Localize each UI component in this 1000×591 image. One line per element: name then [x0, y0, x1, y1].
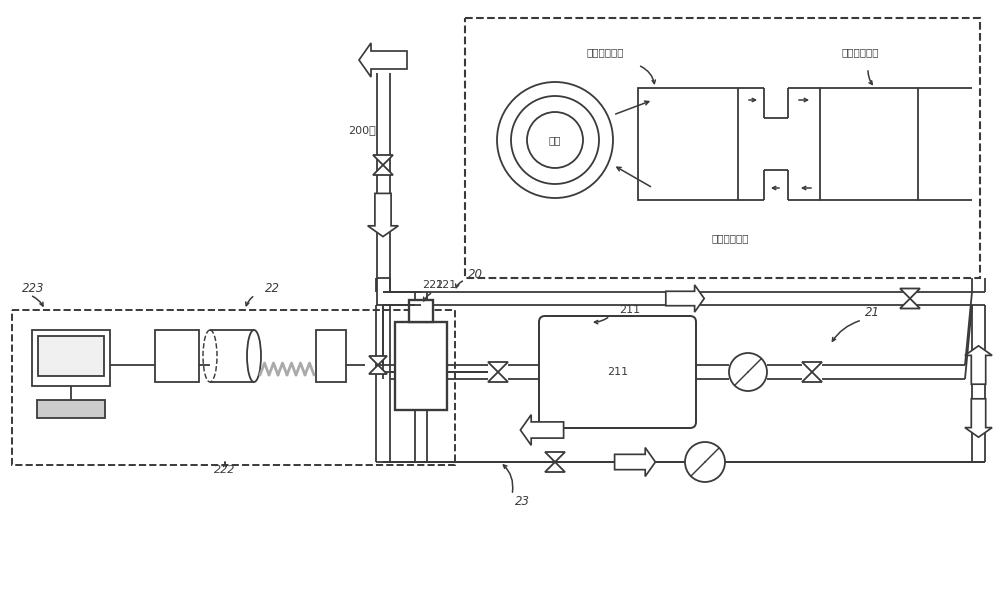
- Circle shape: [685, 442, 725, 482]
- Polygon shape: [368, 193, 398, 236]
- Bar: [155, 330, 199, 382]
- Text: 23: 23: [515, 495, 530, 508]
- Circle shape: [527, 112, 583, 168]
- Bar: [409, 300, 433, 322]
- Polygon shape: [359, 43, 407, 77]
- Polygon shape: [802, 362, 822, 372]
- Circle shape: [497, 82, 613, 198]
- Polygon shape: [369, 365, 387, 374]
- Text: 堆芯: 堆芯: [549, 135, 561, 145]
- Text: 200：: 200：: [348, 125, 376, 135]
- Polygon shape: [545, 462, 565, 472]
- Text: 二回路冷却剂: 二回路冷却剂: [711, 233, 749, 243]
- Text: 223: 223: [22, 281, 44, 294]
- Polygon shape: [369, 356, 387, 365]
- FancyBboxPatch shape: [539, 316, 696, 428]
- Polygon shape: [900, 298, 920, 309]
- Polygon shape: [545, 452, 565, 462]
- Text: 211: 211: [619, 305, 641, 315]
- Bar: [395, 322, 447, 410]
- Text: 一回路冷却剂: 一回路冷却剂: [586, 47, 624, 57]
- Text: 211: 211: [607, 367, 628, 377]
- Text: 222: 222: [214, 465, 236, 475]
- Bar: [465, 18, 980, 278]
- Polygon shape: [488, 362, 508, 372]
- Text: 21: 21: [865, 306, 880, 319]
- Text: 22: 22: [265, 281, 280, 294]
- Polygon shape: [373, 155, 393, 165]
- Bar: [12, 310, 455, 465]
- Polygon shape: [520, 415, 564, 445]
- Polygon shape: [373, 165, 393, 175]
- Circle shape: [729, 353, 767, 391]
- Bar: [316, 330, 346, 382]
- Bar: [820, 88, 918, 200]
- Bar: [38, 336, 104, 376]
- Polygon shape: [666, 285, 704, 312]
- Bar: [32, 330, 110, 386]
- Polygon shape: [965, 346, 992, 384]
- Bar: [638, 88, 738, 200]
- Text: 三回路冷却剂: 三回路冷却剂: [841, 47, 879, 57]
- Ellipse shape: [247, 330, 261, 382]
- Text: 20: 20: [468, 268, 483, 281]
- Polygon shape: [802, 372, 822, 382]
- Text: 221: 221: [422, 280, 443, 290]
- Polygon shape: [488, 372, 508, 382]
- Polygon shape: [615, 447, 655, 476]
- Text: 221: 221: [435, 280, 456, 290]
- Bar: [37, 400, 105, 418]
- Polygon shape: [965, 399, 992, 437]
- Polygon shape: [900, 288, 920, 298]
